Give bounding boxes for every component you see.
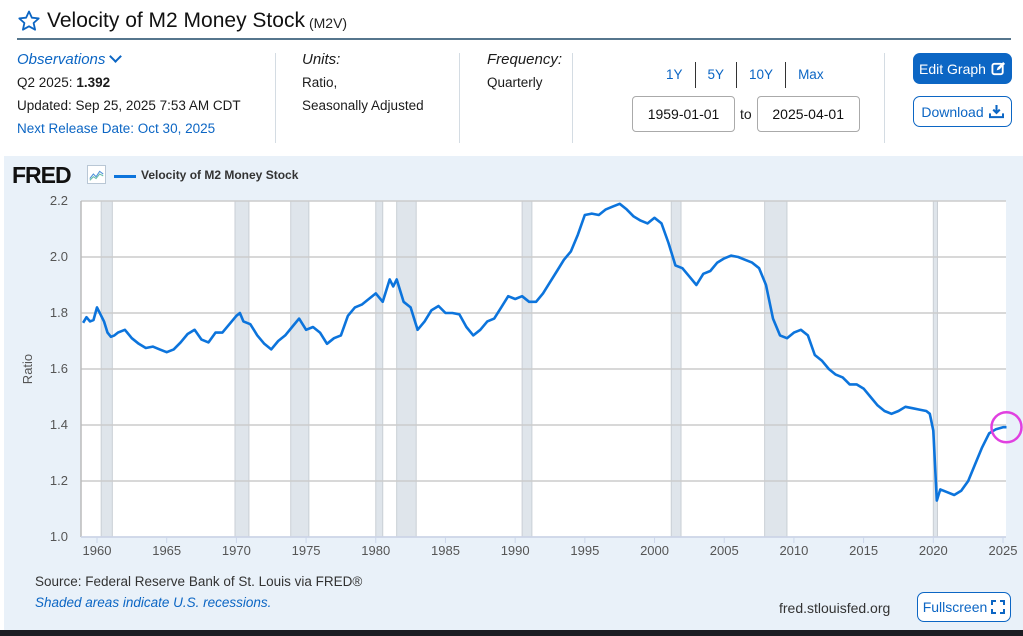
observations-toggle[interactable]: Observations — [17, 48, 241, 71]
series-line-m2v — [81, 202, 1007, 502]
y-axis-label: Ratio — [20, 354, 35, 384]
fullscreen-button[interactable]: Fullscreen — [917, 592, 1011, 622]
page-title: Velocity of M2 Money Stock — [47, 9, 305, 32]
updated-text: Updated: Sep 25, 2025 7:53 AM CDT — [17, 98, 241, 113]
to-label: to — [740, 106, 752, 122]
units-line1: Ratio, — [302, 75, 338, 90]
x-tick-label: 2025 — [989, 543, 1018, 558]
y-tick-label: 1.6 — [50, 361, 68, 376]
range-10y-button[interactable]: 10Y — [737, 62, 787, 88]
star-favorite-icon[interactable] — [17, 9, 41, 33]
y-tick-label: 1.0 — [50, 529, 68, 544]
x-tick-label: 1960 — [83, 543, 112, 558]
legend-label: Velocity of M2 Money Stock — [141, 168, 299, 182]
x-tick-label: 2010 — [779, 543, 808, 558]
units-column: Units: Ratio, Seasonally Adjusted — [302, 48, 424, 117]
latest-observation: Q2 2025: 1.392 — [17, 75, 111, 90]
site-url: fred.stlouisfed.org — [779, 600, 891, 616]
download-icon — [988, 104, 1004, 119]
frequency-column: Frequency: Quarterly — [487, 48, 562, 94]
x-tick-label: 2005 — [710, 543, 739, 558]
range-buttons: 1Y 5Y 10Y Max — [654, 62, 836, 88]
x-tick-label: 1965 — [152, 543, 181, 558]
taskbar-strip — [0, 630, 1023, 636]
frequency-value: Quarterly — [487, 75, 543, 90]
range-5y-button[interactable]: 5Y — [696, 62, 738, 88]
chart-sparkline-icon — [87, 165, 106, 184]
x-tick-label: 1980 — [361, 543, 390, 558]
x-tick-label: 1990 — [501, 543, 530, 558]
edit-icon — [991, 61, 1006, 76]
y-tick-label: 2.0 — [50, 249, 68, 264]
y-tick-label: 2.2 — [50, 193, 68, 208]
download-button[interactable]: Download — [913, 96, 1012, 127]
divider — [884, 53, 885, 143]
x-tick-label: 2000 — [640, 543, 669, 558]
start-date-input[interactable] — [632, 96, 735, 132]
legend-swatch — [114, 175, 136, 178]
x-tick-label: 1995 — [570, 543, 599, 558]
recession-note: Shaded areas indicate U.S. recessions. — [35, 595, 272, 610]
x-tick-label: 2020 — [919, 543, 948, 558]
y-tick-label: 1.2 — [50, 473, 68, 488]
date-range: to — [632, 96, 860, 132]
range-max-button[interactable]: Max — [798, 67, 824, 82]
divider — [275, 53, 276, 143]
source-text: Source: Federal Reserve Bank of St. Loui… — [35, 574, 363, 589]
series-metadata: Observations Q2 2025: 1.392 Updated: Sep… — [0, 48, 1023, 148]
series-header: Velocity of M2 Money Stock (M2V) — [17, 4, 1011, 40]
y-tick-label: 1.8 — [50, 305, 68, 320]
units-line2: Seasonally Adjusted — [302, 98, 424, 113]
range-1y-button[interactable]: 1Y — [654, 62, 696, 88]
x-tick-label: 1985 — [431, 543, 460, 558]
x-tick-label: 2015 — [849, 543, 878, 558]
observations-column: Observations Q2 2025: 1.392 Updated: Sep… — [17, 48, 241, 140]
end-date-input[interactable] — [756, 96, 860, 132]
units-label: Units: — [302, 51, 341, 68]
latest-value: 1.392 — [76, 75, 111, 90]
latest-point-highlight — [990, 410, 1023, 444]
y-tick-label: 1.4 — [50, 417, 68, 432]
next-release-link[interactable]: Next Release Date: Oct 30, 2025 — [17, 121, 216, 136]
series-code: (M2V) — [308, 15, 348, 31]
frequency-label: Frequency: — [487, 51, 563, 68]
edit-graph-button[interactable]: Edit Graph — [913, 53, 1012, 84]
divider — [572, 53, 573, 143]
fullscreen-icon — [991, 600, 1006, 614]
x-tick-label: 1975 — [292, 543, 321, 558]
fred-logo[interactable]: FRED — [12, 162, 72, 188]
divider — [459, 53, 460, 143]
x-tick-label: 1970 — [222, 543, 251, 558]
